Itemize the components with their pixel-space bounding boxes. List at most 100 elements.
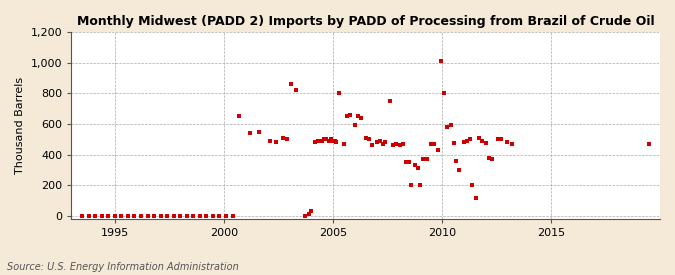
Point — [244, 131, 255, 135]
Point — [142, 214, 153, 218]
Point — [129, 214, 140, 218]
Point — [271, 140, 281, 145]
Point — [315, 139, 325, 143]
Point — [644, 142, 655, 146]
Point — [175, 214, 186, 218]
Point — [162, 214, 173, 218]
Point — [458, 140, 469, 145]
Y-axis label: Thousand Barrels: Thousand Barrels — [15, 77, 25, 174]
Point — [380, 140, 391, 145]
Point — [310, 140, 321, 145]
Point — [338, 142, 349, 146]
Point — [97, 214, 107, 218]
Point — [331, 140, 342, 145]
Point — [90, 214, 101, 218]
Point — [290, 88, 301, 92]
Point — [116, 214, 127, 218]
Point — [182, 214, 192, 218]
Point — [349, 123, 360, 128]
Point — [325, 137, 336, 141]
Point — [435, 59, 446, 63]
Point — [334, 91, 345, 95]
Point — [221, 214, 232, 218]
Point — [391, 142, 402, 146]
Point — [207, 214, 218, 218]
Point — [384, 99, 395, 103]
Title: Monthly Midwest (PADD 2) Imports by PADD of Processing from Brazil of Crude Oil: Monthly Midwest (PADD 2) Imports by PADD… — [77, 15, 655, 28]
Point — [327, 139, 338, 143]
Point — [462, 139, 472, 143]
Point — [168, 214, 179, 218]
Point — [253, 130, 264, 134]
Point — [502, 140, 513, 145]
Point — [317, 139, 327, 143]
Point — [467, 183, 478, 188]
Point — [487, 157, 497, 161]
Point — [201, 214, 212, 218]
Point — [155, 214, 166, 218]
Point — [377, 142, 388, 146]
Point — [404, 160, 414, 164]
Point — [264, 139, 275, 143]
Point — [375, 139, 385, 143]
Point — [448, 141, 459, 145]
Point — [492, 137, 503, 141]
Point — [342, 114, 352, 119]
Point — [77, 214, 88, 218]
Point — [442, 125, 453, 129]
Point — [103, 214, 113, 218]
Point — [446, 123, 456, 128]
Point — [321, 137, 331, 141]
Point — [398, 142, 408, 146]
Point — [188, 214, 198, 218]
Point — [414, 183, 425, 188]
Point — [400, 160, 411, 164]
Point — [409, 163, 420, 167]
Point — [281, 137, 292, 141]
Point — [345, 112, 356, 117]
Point — [227, 214, 238, 218]
Point — [421, 157, 432, 161]
Point — [454, 168, 465, 172]
Point — [367, 143, 377, 148]
Point — [483, 155, 494, 160]
Point — [480, 141, 491, 145]
Point — [418, 157, 429, 161]
Point — [465, 137, 476, 141]
Point — [313, 139, 323, 143]
Point — [477, 139, 487, 143]
Point — [506, 142, 517, 146]
Point — [387, 143, 398, 148]
Point — [360, 136, 371, 140]
Point — [323, 139, 334, 143]
Point — [148, 214, 159, 218]
Point — [474, 136, 485, 140]
Text: Source: U.S. Energy Information Administration: Source: U.S. Energy Information Administ… — [7, 262, 238, 272]
Point — [83, 214, 94, 218]
Point — [277, 136, 288, 140]
Point — [371, 140, 382, 145]
Point — [495, 137, 506, 141]
Point — [395, 143, 406, 148]
Point — [214, 214, 225, 218]
Point — [319, 137, 329, 141]
Point — [363, 137, 374, 141]
Point — [426, 142, 437, 146]
Point — [406, 183, 416, 188]
Point — [122, 214, 133, 218]
Point — [451, 158, 462, 163]
Point — [429, 142, 439, 146]
Point — [470, 195, 481, 200]
Point — [304, 212, 315, 217]
Point — [412, 166, 423, 170]
Point — [109, 214, 120, 218]
Point — [432, 148, 443, 152]
Point — [136, 214, 146, 218]
Point — [299, 214, 310, 218]
Point — [306, 209, 317, 213]
Point — [329, 139, 340, 143]
Point — [286, 82, 297, 86]
Point — [356, 116, 367, 120]
Point — [439, 91, 450, 95]
Point — [352, 114, 363, 119]
